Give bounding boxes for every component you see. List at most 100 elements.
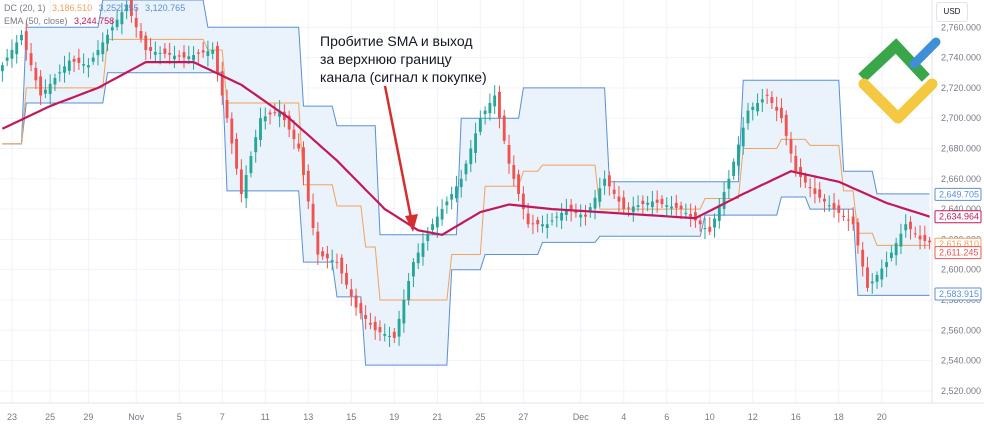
ema-legend-row[interactable]: EMA (50, close) 3,244.758: [4, 15, 189, 28]
candle-body: [373, 321, 377, 331]
candle: [77, 48, 81, 70]
candle: [684, 203, 688, 217]
candle: [330, 249, 334, 271]
candle: [43, 79, 47, 99]
candle: [660, 195, 664, 208]
candle: [923, 225, 927, 249]
candle-body: [775, 106, 779, 111]
candle: [607, 171, 611, 196]
candle: [82, 53, 86, 74]
candle-body: [330, 260, 334, 263]
candle-body: [689, 213, 693, 217]
candle: [440, 199, 444, 226]
candle: [713, 213, 716, 238]
candle: [478, 110, 482, 136]
candle: [101, 32, 105, 62]
candle: [727, 169, 731, 200]
ema-line: [1, 60, 930, 236]
candle: [512, 155, 516, 187]
candle-body: [364, 314, 368, 319]
candle: [316, 222, 320, 265]
candle: [402, 289, 406, 333]
candle-body: [287, 115, 291, 130]
candle: [20, 30, 23, 46]
candle: [130, 0, 133, 23]
candle-body: [564, 209, 568, 215]
candle-body: [144, 35, 148, 50]
candle-body: [397, 318, 401, 337]
price-axis[interactable]: 2,520.0002,540.0002,560.0002,580.0002,60…: [931, 0, 984, 427]
annotation-line-2: за верхнюю границу: [320, 51, 452, 67]
candle: [407, 273, 411, 306]
time-axis[interactable]: 23 25 29 Nov 5 7 11 13 15 19 21 25 27 Dec 4 6 10 12 16 18 20: [0, 402, 984, 427]
candle: [182, 45, 186, 69]
candle: [646, 195, 650, 212]
candle: [689, 203, 693, 227]
candle-body: [292, 129, 296, 140]
dc-legend-row[interactable]: DC (20, 1) 3,186.510 3,252.255 3,120.765: [4, 2, 189, 15]
candle: [91, 52, 95, 65]
time-tick-label: 13: [303, 412, 313, 422]
candle-body: [474, 133, 477, 153]
candle: [455, 175, 458, 203]
currency-button[interactable]: USD: [936, 2, 968, 22]
candle: [517, 169, 521, 202]
candle-body: [603, 178, 607, 186]
candle-body: [187, 56, 191, 60]
candle-body: [24, 31, 28, 50]
candle-body: [722, 192, 726, 209]
candle-body: [512, 165, 516, 179]
candle-body: [803, 175, 807, 183]
annotation-line-3: канала (сигнал к покупке): [320, 69, 487, 85]
candle-body: [693, 212, 697, 221]
price-label-text: 2,649.705: [939, 189, 979, 199]
candle-body: [555, 216, 559, 218]
candle: [885, 251, 889, 278]
candle-body: [746, 110, 750, 124]
candle: [483, 106, 487, 125]
price-tick-label: 2,700.000: [941, 113, 981, 123]
candle: [67, 52, 71, 75]
price-label: 2,583.915: [934, 287, 982, 301]
candle-body: [913, 233, 917, 235]
candle-body: [641, 200, 645, 205]
arrow-line: [383, 85, 413, 219]
price-tick-label: 2,520.000: [941, 386, 981, 396]
time-tick-label: 15: [346, 412, 356, 422]
candle: [703, 217, 707, 239]
candle: [913, 226, 917, 238]
price-tick-label: 2,720.000: [941, 83, 981, 93]
candle: [870, 273, 874, 294]
candle-body: [402, 299, 406, 324]
candle-body: [866, 267, 869, 288]
candle-body: [507, 145, 511, 164]
candle: [388, 326, 391, 347]
candle: [383, 323, 387, 342]
candle-body: [650, 201, 654, 208]
candle: [435, 206, 439, 238]
candle: [918, 225, 922, 250]
candle-body: [254, 137, 258, 153]
candle: [588, 202, 592, 218]
candle: [373, 316, 377, 340]
candle: [464, 160, 468, 182]
candle: [86, 58, 90, 78]
indicator-lines: [1, 60, 930, 236]
candle-body: [416, 252, 420, 264]
candle: [555, 211, 559, 228]
time-tick-label: 5: [177, 412, 182, 422]
candle: [837, 199, 841, 223]
candle-body: [192, 55, 196, 61]
time-tick-label: 16: [791, 412, 801, 422]
candle-body: [674, 202, 678, 208]
candle: [445, 196, 449, 214]
price-label-box: [934, 210, 982, 224]
candle: [249, 151, 253, 178]
candle: [655, 190, 659, 213]
candle: [674, 194, 678, 216]
candle: [426, 227, 430, 251]
price-label-box: [934, 187, 982, 201]
candle-body: [579, 214, 583, 218]
candle-body: [349, 289, 353, 297]
